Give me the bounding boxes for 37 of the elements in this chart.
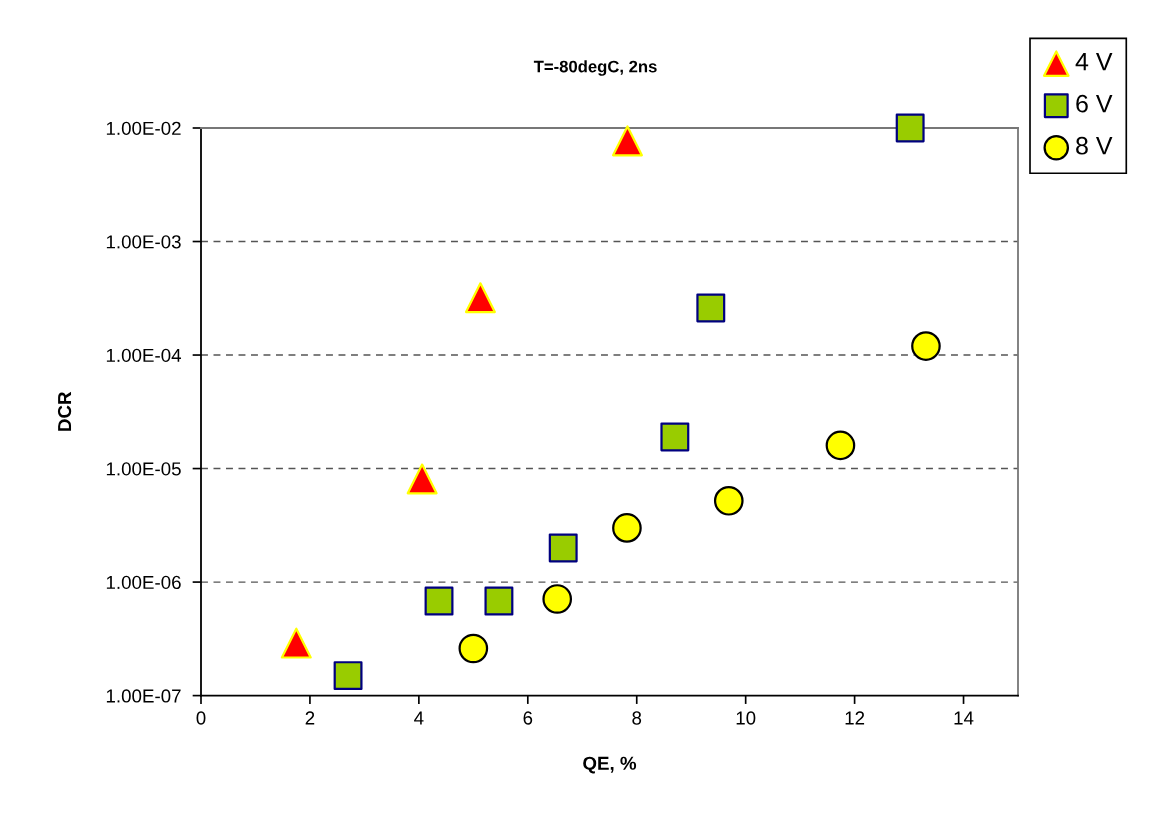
point (825, 430, 856, 461)
legend-label: 8 V (1076, 136, 1113, 155)
y-tick-label: 1.00E-06 (106, 575, 181, 590)
y-axis-title: DCR (57, 391, 72, 431)
point (612, 513, 642, 543)
x-tick-label: 10 (736, 711, 756, 725)
x-tick-label: 14 (954, 711, 974, 725)
x-tick-label: 4 (414, 711, 424, 725)
point (333, 661, 363, 691)
x-tick-label: 2 (305, 711, 315, 725)
point (484, 586, 514, 616)
point (548, 533, 578, 563)
y-tick-label: 1.00E-02 (106, 121, 181, 135)
x-axis-title: QE, % (583, 756, 637, 774)
point (458, 633, 489, 664)
y-tick-label: 1.00E-07 (106, 689, 181, 703)
x-tick-label: 0 (196, 711, 206, 725)
y-tick-label: 1.00E-05 (106, 462, 181, 476)
point (696, 293, 726, 323)
point (911, 331, 941, 361)
y-tick-label: 1.00E-03 (106, 235, 181, 249)
x-tick-label: 6 (523, 711, 533, 725)
point (280, 627, 312, 659)
x-tick-label: 12 (845, 711, 865, 725)
legend-label: 4 V (1075, 52, 1113, 71)
point (464, 282, 496, 314)
point (660, 422, 690, 452)
point (895, 113, 925, 143)
point (542, 584, 573, 614)
x-tick-label: 8 (632, 711, 642, 725)
chart-title: T=-80degC, 2ns (533, 60, 657, 76)
point (424, 586, 454, 616)
point (406, 463, 438, 495)
point (713, 485, 744, 516)
point (611, 125, 643, 157)
legend-label: 6 V (1076, 94, 1113, 113)
y-tick-label: 1.00E-04 (106, 348, 182, 363)
